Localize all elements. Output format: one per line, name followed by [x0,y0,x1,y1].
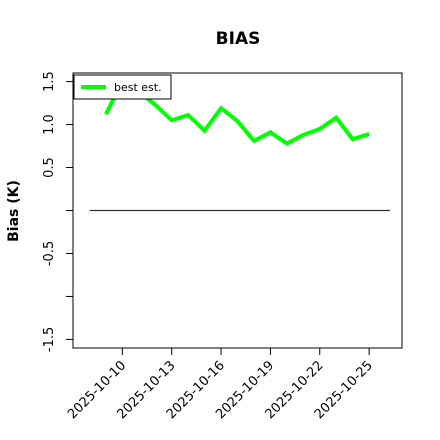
y-axis-label: Bias (K) [6,180,22,242]
series-line-0 [104,78,370,146]
y-tick-label: 1.5 [42,71,57,92]
legend-label: best est. [114,81,162,94]
y-tick-label: -1.5 [42,327,57,352]
chart-title: BIAS [216,29,261,49]
series-layer [104,78,370,146]
y-tick-label: 1.0 [42,114,57,135]
y-tick-label: 0.5 [42,157,57,178]
legend: best est. [73,74,172,100]
y-axis: -1.5 -0.5 0.5 1.0 1.5 [42,71,73,352]
y-tick-label: -0.5 [42,241,57,266]
x-axis: 2025-10-102025-10-132025-10-162025-10-19… [65,348,376,422]
